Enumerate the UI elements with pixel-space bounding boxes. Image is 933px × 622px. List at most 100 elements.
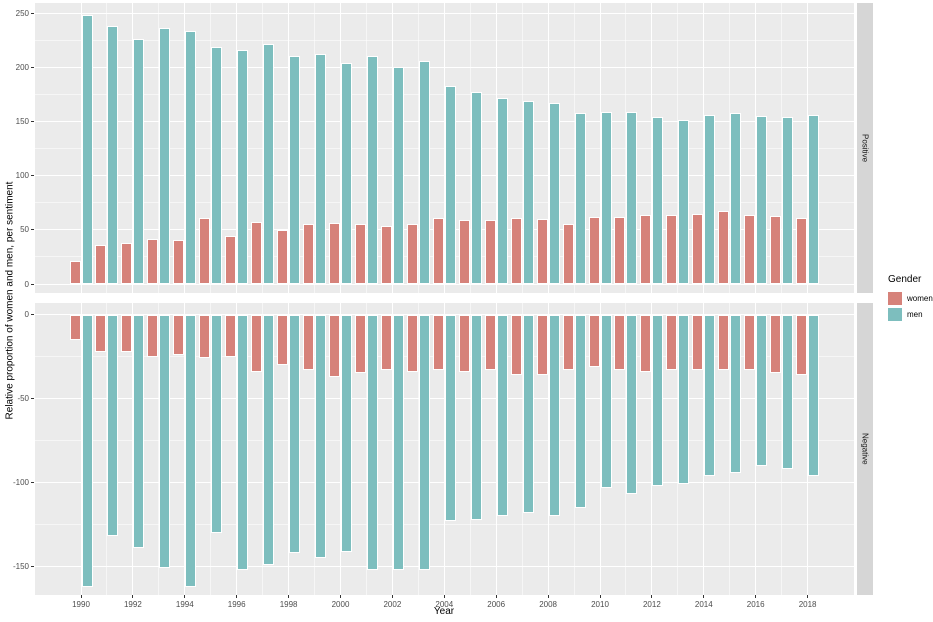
gridline-vertical xyxy=(547,303,549,595)
gridline-vertical xyxy=(781,303,783,595)
bar-women-1997-negative xyxy=(251,314,263,372)
gridline-minor xyxy=(35,356,854,358)
bar-men-1995-positive xyxy=(211,46,223,284)
y-axis-tick-label: -50 xyxy=(17,394,29,404)
x-axis-tick-label: 1996 xyxy=(227,600,246,609)
bar-women-1994-negative xyxy=(173,314,185,355)
bar-men-2000-positive xyxy=(341,63,352,284)
gridline-vertical xyxy=(391,303,393,595)
bar-men-1999-negative xyxy=(315,314,327,559)
gridline-vertical xyxy=(210,3,212,293)
gridline-minor xyxy=(35,94,854,95)
bar-women-2011-negative xyxy=(614,314,626,371)
bar-men-1994-positive xyxy=(185,30,197,284)
gridline-major xyxy=(35,66,854,68)
bar-men-1991-negative xyxy=(107,314,119,537)
legend: Gender women men xyxy=(888,274,933,324)
bar-women-1997-positive xyxy=(251,222,263,284)
bar-women-2013-positive xyxy=(666,214,678,284)
x-axis-tick-label: 2006 xyxy=(487,600,506,609)
bar-women-1996-positive xyxy=(225,236,237,284)
gridline-vertical xyxy=(158,303,160,595)
bar-women-1999-negative xyxy=(303,314,315,371)
gridline-vertical xyxy=(106,303,108,595)
bar-women-2015-positive xyxy=(718,211,730,284)
gridline-vertical xyxy=(781,3,783,293)
bar-men-2012-negative xyxy=(652,314,664,487)
gridline-vertical xyxy=(210,303,212,595)
bar-women-2006-positive xyxy=(484,220,496,284)
bar-women-2003-positive xyxy=(406,224,418,284)
y-axis-tick-label: 150 xyxy=(15,117,29,127)
gridline-vertical xyxy=(443,3,445,293)
x-axis-tick xyxy=(236,595,238,598)
gridline-major xyxy=(35,314,854,316)
bar-women-2005-positive xyxy=(458,220,470,284)
gridline-vertical xyxy=(651,303,653,595)
gridline-vertical xyxy=(365,3,367,293)
bar-men-2001-positive xyxy=(366,55,378,284)
bar-women-2009-negative xyxy=(562,314,574,371)
gridline-minor xyxy=(35,256,854,258)
bar-men-1995-negative xyxy=(211,314,223,534)
bar-women-2004-negative xyxy=(432,314,444,371)
y-axis-tick-label: -100 xyxy=(12,478,29,488)
gridline-major xyxy=(35,175,854,177)
bar-men-1997-negative xyxy=(263,314,275,565)
gridline-vertical xyxy=(417,303,419,595)
gridline-vertical xyxy=(417,3,419,293)
bar-men-2014-positive xyxy=(704,115,716,284)
gridline-vertical xyxy=(599,303,601,595)
bar-women-2001-positive xyxy=(354,224,366,284)
gridline-minor xyxy=(35,202,854,204)
bar-women-2002-positive xyxy=(380,225,392,284)
bar-men-1990-positive xyxy=(81,15,93,284)
x-axis-tick xyxy=(288,595,290,598)
bar-men-2011-negative xyxy=(626,314,638,495)
gridline-vertical xyxy=(495,303,497,595)
gridline-vertical xyxy=(106,3,108,293)
x-axis-tick-label: 2012 xyxy=(642,600,661,609)
gridline-vertical xyxy=(521,303,523,595)
x-axis-tick-label: 2008 xyxy=(539,600,557,609)
facet-strip-negative-label: Negative xyxy=(860,433,870,465)
bar-women-2018-negative xyxy=(796,314,808,376)
gridline-major xyxy=(35,482,854,484)
gridline-vertical xyxy=(547,3,549,293)
y-axis-tick xyxy=(31,566,34,568)
bar-men-1991-positive xyxy=(107,26,119,284)
gridline-major xyxy=(35,229,854,231)
facet-strip-positive: Positive xyxy=(857,3,873,293)
legend-swatch-women xyxy=(888,292,902,305)
bar-men-2017-negative xyxy=(782,314,794,470)
bar-women-1995-positive xyxy=(199,217,211,284)
legend-item-women: women xyxy=(888,292,933,305)
bar-men-2008-negative xyxy=(548,314,560,517)
y-axis-tick xyxy=(31,482,34,484)
gridline-minor xyxy=(35,39,854,41)
x-axis-title: Year xyxy=(433,606,455,617)
x-axis-tick-label: 2002 xyxy=(383,600,402,609)
gridline-vertical xyxy=(340,3,341,293)
bar-men-2017-positive xyxy=(782,117,794,284)
gridline-vertical xyxy=(365,303,367,595)
bar-women-1990-positive xyxy=(69,261,81,284)
x-axis-tick xyxy=(703,595,705,598)
bar-women-2003-negative xyxy=(406,314,418,372)
facet-strip-negative: Negative xyxy=(857,303,873,595)
bar-men-2006-negative xyxy=(496,314,508,517)
legend-item-men: men xyxy=(888,308,933,321)
gridline-vertical xyxy=(573,3,575,293)
bar-women-2004-positive xyxy=(432,217,444,284)
bar-men-2006-positive xyxy=(496,97,508,284)
bar-men-2011-positive xyxy=(626,111,638,284)
gridline-vertical xyxy=(80,303,82,595)
bar-women-2009-positive xyxy=(562,224,574,284)
bar-men-1996-negative xyxy=(237,314,249,571)
gridline-vertical xyxy=(729,3,731,293)
bar-women-2008-positive xyxy=(536,219,548,284)
bar-men-1993-positive xyxy=(159,28,171,284)
gridline-vertical xyxy=(262,3,264,293)
y-axis-tick xyxy=(31,283,34,285)
y-axis-tick xyxy=(31,12,34,14)
